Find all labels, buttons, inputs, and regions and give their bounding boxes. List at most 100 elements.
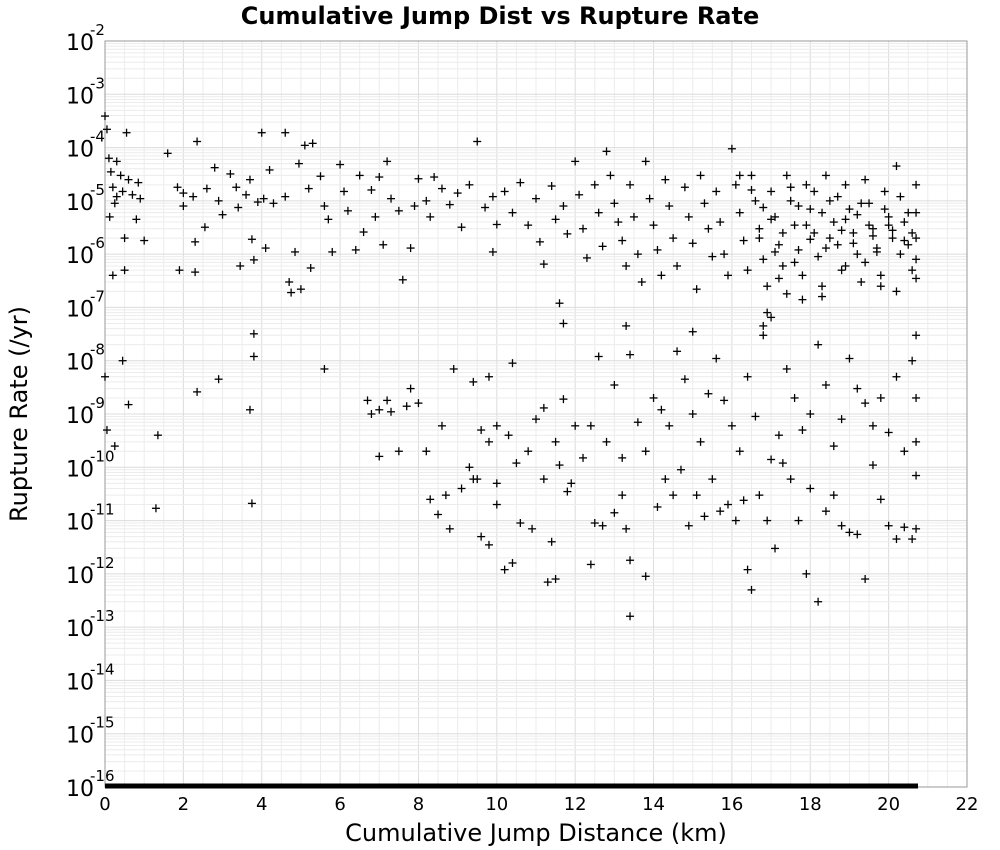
data-point bbox=[876, 282, 885, 291]
data-point bbox=[872, 244, 881, 253]
data-point bbox=[547, 537, 556, 546]
data-point bbox=[692, 285, 701, 294]
y-tick-label: 10-5 bbox=[66, 181, 105, 216]
data-point bbox=[641, 447, 650, 456]
data-point bbox=[191, 268, 200, 277]
data-point bbox=[700, 512, 709, 521]
data-point bbox=[120, 266, 129, 275]
data-point bbox=[802, 569, 811, 578]
data-point bbox=[294, 159, 303, 168]
data-point bbox=[367, 410, 376, 418]
data-point bbox=[622, 524, 631, 533]
data-point bbox=[798, 271, 807, 280]
data-point bbox=[559, 202, 568, 211]
data-point bbox=[610, 199, 619, 208]
data-point bbox=[759, 255, 768, 264]
y-tick-exponent: -7 bbox=[90, 287, 105, 305]
x-axis-ticks: 0 2 4 6 8 10 12 14 16 18 20 22 bbox=[99, 794, 978, 815]
y-tick-base: 10 bbox=[66, 244, 94, 269]
y-tick-exponent: -15 bbox=[90, 714, 115, 732]
data-point bbox=[383, 157, 392, 166]
data-point bbox=[104, 154, 113, 163]
data-point bbox=[908, 228, 917, 237]
y-tick-base: 10 bbox=[66, 724, 94, 749]
data-point bbox=[680, 183, 689, 192]
data-point bbox=[759, 331, 768, 340]
data-point bbox=[857, 278, 866, 287]
data-point bbox=[892, 535, 901, 544]
data-point bbox=[320, 202, 329, 211]
data-point bbox=[900, 447, 909, 456]
data-point bbox=[110, 442, 119, 451]
data-point bbox=[426, 212, 435, 221]
data-point bbox=[128, 190, 137, 199]
data-point bbox=[602, 147, 611, 156]
data-point bbox=[912, 234, 921, 243]
data-point bbox=[782, 289, 791, 298]
y-tick-label: 10-7 bbox=[66, 287, 105, 322]
data-point bbox=[296, 285, 305, 294]
data-point bbox=[426, 495, 435, 504]
data-point bbox=[763, 516, 772, 525]
data-point bbox=[845, 354, 854, 363]
data-point bbox=[242, 190, 251, 199]
data-point bbox=[688, 239, 697, 248]
data-point bbox=[124, 400, 133, 409]
data-point bbox=[896, 192, 905, 201]
y-tick-base: 10 bbox=[66, 84, 94, 109]
data-point bbox=[102, 426, 111, 435]
data-point bbox=[825, 196, 834, 205]
data-point bbox=[586, 421, 595, 430]
data-point bbox=[912, 274, 921, 283]
data-point bbox=[759, 321, 768, 330]
data-point bbox=[232, 183, 241, 192]
data-point bbox=[739, 236, 748, 245]
data-point bbox=[324, 215, 333, 224]
data-point bbox=[606, 171, 615, 180]
data-point bbox=[175, 266, 184, 275]
data-point bbox=[786, 475, 795, 484]
y-tick-base: 10 bbox=[66, 564, 94, 589]
data-point bbox=[516, 178, 525, 187]
data-point bbox=[539, 475, 548, 484]
data-point bbox=[567, 479, 576, 488]
data-point bbox=[414, 399, 423, 408]
y-tick-exponent: -13 bbox=[90, 607, 115, 625]
data-point bbox=[759, 203, 768, 212]
data-point bbox=[379, 240, 388, 249]
data-point bbox=[806, 205, 815, 214]
data-point bbox=[908, 266, 917, 275]
data-point bbox=[912, 331, 921, 340]
y-tick-exponent: -8 bbox=[90, 341, 105, 359]
data-point bbox=[394, 206, 403, 215]
y-tick-exponent: -2 bbox=[90, 21, 105, 39]
data-point bbox=[708, 252, 717, 261]
data-point bbox=[189, 192, 198, 201]
data-point bbox=[876, 271, 885, 280]
data-point bbox=[767, 313, 776, 322]
data-point bbox=[106, 167, 115, 176]
data-point bbox=[291, 247, 300, 256]
data-point bbox=[492, 220, 501, 229]
data-point bbox=[794, 516, 803, 525]
data-point bbox=[387, 194, 396, 203]
data-point bbox=[594, 352, 603, 361]
data-point bbox=[512, 459, 521, 468]
data-point bbox=[598, 242, 607, 251]
data-point bbox=[821, 171, 830, 180]
y-tick-label: 10-16 bbox=[66, 767, 115, 802]
data-point bbox=[445, 524, 454, 533]
data-point bbox=[833, 192, 842, 201]
y-tick-exponent: -16 bbox=[90, 767, 115, 785]
data-point bbox=[790, 258, 799, 267]
data-point bbox=[665, 202, 674, 211]
data-point bbox=[684, 521, 693, 530]
data-point bbox=[108, 183, 117, 192]
data-point bbox=[261, 244, 270, 253]
data-point bbox=[590, 519, 599, 528]
data-point bbox=[108, 271, 117, 280]
data-point bbox=[551, 575, 560, 584]
data-point bbox=[778, 261, 787, 270]
data-point bbox=[731, 180, 740, 189]
